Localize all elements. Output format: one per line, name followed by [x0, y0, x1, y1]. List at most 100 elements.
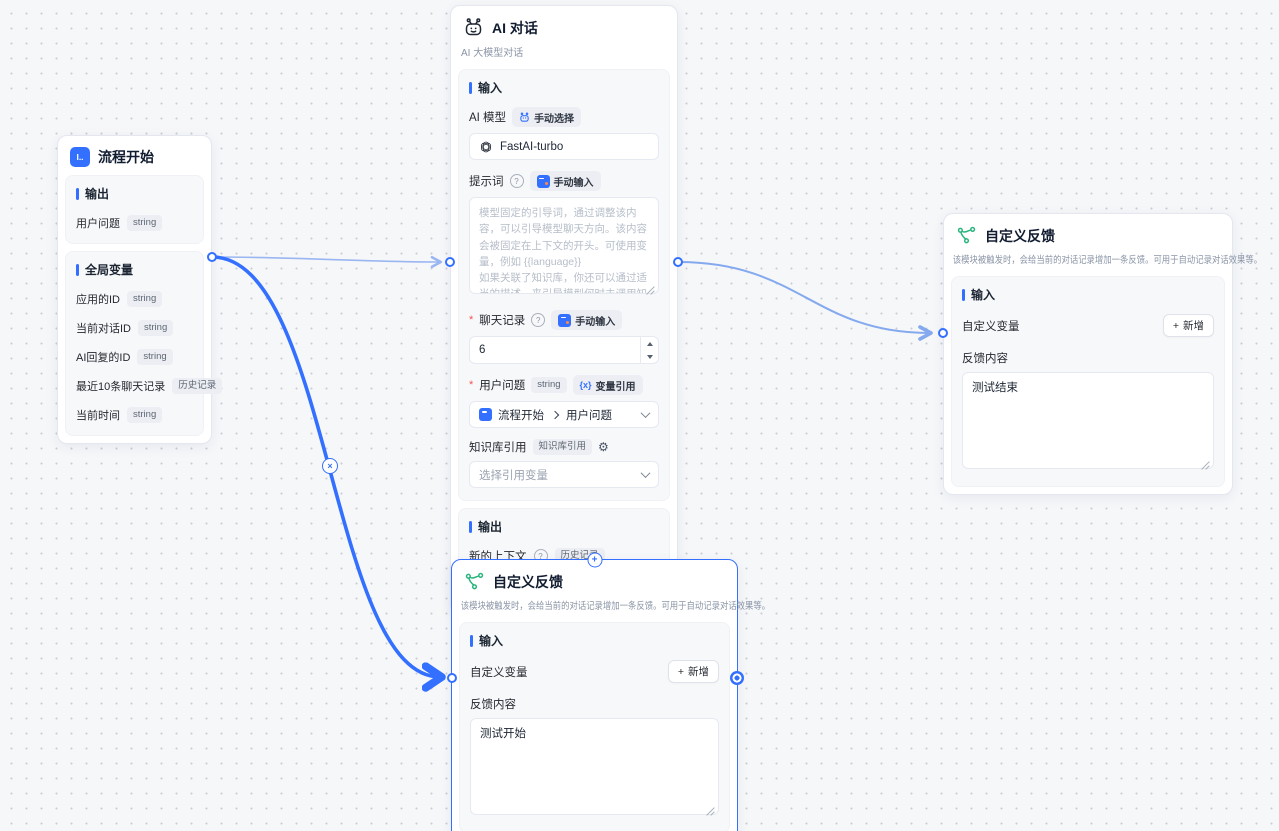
global-var-row: 当前时间 string	[76, 407, 193, 423]
feedback-right-input-handle[interactable]	[938, 328, 948, 338]
global-var-row: AI回复的ID string	[76, 349, 193, 365]
prompt-textarea[interactable]	[469, 197, 659, 294]
prompt-label-row: 提示词 ? 手动输入	[469, 171, 659, 191]
custom-var-row: 自定义变量 + 新增	[962, 314, 1214, 337]
stepper-up-button[interactable]	[641, 337, 658, 350]
content-label-row: 反馈内容	[470, 696, 719, 712]
type-badge: 知识库引用	[532, 439, 593, 455]
node-feedback-right[interactable]: 自定义反馈 该模块被触发时，会给当前的对话记录增加一条反馈。可用于自动记录对话效…	[943, 213, 1262, 495]
breadcrumb-chevron-icon	[550, 410, 560, 419]
model-select[interactable]: FastAI-turbo	[469, 133, 659, 160]
resize-handle-icon[interactable]	[706, 807, 715, 816]
model-logo-icon	[480, 141, 492, 152]
node-title: 流程开始	[98, 149, 154, 165]
connection-handle-top[interactable]: +	[587, 552, 602, 568]
custom-var-label: 自定义变量	[470, 666, 528, 679]
section-header: 输出	[469, 518, 659, 535]
flow-start-output-handle[interactable]	[207, 252, 217, 262]
model-label: AI 模型	[469, 112, 507, 124]
question-ref-source: 流程开始	[498, 409, 544, 422]
section-header: 输入	[470, 632, 719, 649]
section-bar	[76, 263, 79, 276]
node-title: AI 对话	[492, 19, 538, 36]
flow-start-icon: I..	[70, 147, 90, 167]
history-mode-label: 手动输入	[575, 316, 616, 328]
connection-handle-left[interactable]	[447, 673, 457, 683]
history-mode-toggle[interactable]: 手动输入	[551, 310, 623, 330]
flow-start-globals-section: 全局变量 应用的ID string 当前对话ID string AI回复的ID …	[65, 251, 223, 436]
add-variable-button[interactable]: + 新增	[667, 660, 719, 683]
model-label-row: AI 模型 手动选择	[469, 107, 659, 127]
output-label: 用户问题	[76, 218, 120, 230]
global-var-label: 最近10条聊天记录	[76, 381, 166, 393]
question-label-row: * 用户问题 string {x} 变量引用	[469, 375, 659, 395]
dataset-ref-select[interactable]: 选择引用变量	[469, 461, 659, 488]
content-textarea-wrap: 测试结束	[962, 372, 1214, 474]
section-title: 输出	[85, 187, 110, 201]
type-badge: 历史记录	[172, 378, 223, 394]
section-title: 全局变量	[85, 263, 134, 277]
delete-edge-button[interactable]: ×	[322, 458, 338, 474]
type-badge: string	[127, 291, 163, 307]
required-mark: *	[469, 379, 474, 391]
manual-input-icon	[536, 174, 550, 188]
feedback-icon	[465, 572, 484, 590]
section-header: 输入	[962, 286, 1214, 303]
stepper-down-button[interactable]	[641, 350, 658, 363]
ai-chat-output-handle[interactable]	[673, 257, 683, 267]
feedback-content-textarea[interactable]: 测试开始	[470, 718, 719, 815]
section-title: 输入	[478, 81, 503, 95]
node-ai-chat[interactable]: AI 对话 AI 大模型对话 输入 AI 模型 手动选择	[450, 5, 678, 614]
section-bar	[469, 520, 472, 533]
history-label: 聊天记录	[479, 315, 526, 327]
type-badge: string	[127, 407, 163, 423]
stepper-down-icon	[646, 354, 653, 359]
resize-handle-icon[interactable]	[1201, 461, 1210, 470]
robot-small-icon	[520, 111, 529, 122]
section-bar	[76, 187, 79, 200]
required-mark: *	[469, 314, 474, 326]
global-var-label: 应用的ID	[76, 294, 120, 306]
resize-handle-icon[interactable]	[646, 286, 655, 295]
chevron-down-icon	[640, 468, 651, 479]
node-title: 自定义反馈	[985, 227, 1055, 244]
question-mode-label: 变量引用	[595, 381, 636, 393]
global-var-row: 当前对话ID string	[76, 320, 193, 336]
question-mode-toggle[interactable]: {x} 变量引用	[572, 375, 643, 395]
question-label: 用户问题	[479, 380, 526, 392]
content-label-row: 反馈内容	[962, 350, 1214, 366]
gear-icon[interactable]: ⚙	[598, 440, 609, 454]
prompt-mode-toggle[interactable]: 手动输入	[529, 171, 601, 191]
connection-handle-right[interactable]	[730, 671, 744, 685]
node-feedback-bottom[interactable]: + + 自定义反馈 该模块被触发时，会给当前的对话记录增加一条反馈。可用于自动记…	[447, 552, 771, 831]
add-variable-button[interactable]: + 新增	[1162, 314, 1214, 337]
question-ref-select[interactable]: 流程开始 用户问题	[469, 401, 659, 428]
history-count-input[interactable]	[470, 337, 640, 363]
node-header: 自定义反馈	[944, 214, 1232, 250]
model-mode-toggle[interactable]: 手动选择	[512, 107, 582, 127]
section-title: 输入	[971, 288, 996, 302]
content-label: 反馈内容	[470, 699, 516, 711]
prompt-mode-label: 手动输入	[553, 177, 594, 189]
dataset-label: 知识库引用	[469, 442, 527, 454]
content-label: 反馈内容	[962, 353, 1008, 365]
node-flow-start[interactable]: I.. 流程开始 输出 用户问题 string 全局变量 应用的ID strin…	[57, 135, 223, 444]
global-var-label: 当前对话ID	[76, 323, 131, 335]
section-header: 全局变量	[76, 261, 193, 278]
question-ref-field: 用户问题	[566, 409, 612, 422]
feedback-content-textarea[interactable]: 测试结束	[962, 372, 1214, 469]
robot-icon	[465, 18, 482, 36]
ai-chat-input-handle[interactable]	[445, 257, 455, 267]
manual-input-icon	[558, 313, 572, 327]
plus-icon: +	[677, 665, 684, 678]
flow-start-ref-icon	[479, 408, 492, 421]
node-subtitle: 该模块被触发时，会给当前的对话记录增加一条反馈。可用于自动记录对话效果等。	[460, 601, 771, 612]
node-header: 自定义反馈	[452, 560, 737, 596]
edge-start-to-ai[interactable]	[211, 255, 443, 269]
history-count-stepper	[469, 336, 659, 364]
model-mode-label: 手动选择	[534, 113, 575, 125]
feedback-input-section: 输入 自定义变量 + 新增 反馈内容 测试结束	[951, 276, 1225, 487]
global-var-label: 当前时间	[76, 410, 120, 422]
edge-ai-to-feedback-right[interactable]	[677, 261, 933, 341]
